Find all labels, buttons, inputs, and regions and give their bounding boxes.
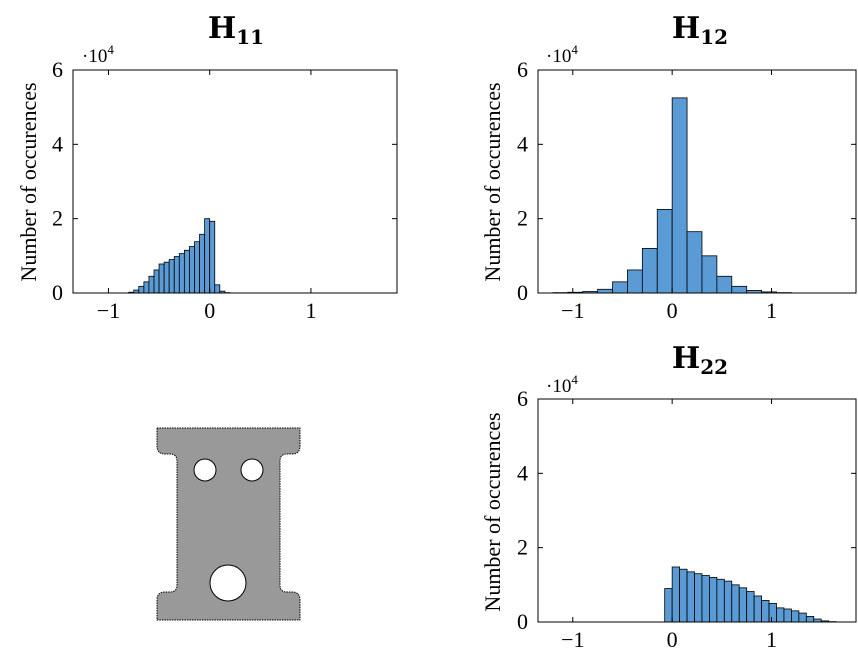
histogram-bar: [158, 263, 165, 294]
histogram-bar: [173, 256, 180, 294]
histogram-bar: [701, 255, 718, 294]
y-tick-label: 2: [517, 206, 528, 231]
histogram-h22: H22 ·104 Number of occurences −1 0 1 0 2 4 6: [480, 341, 857, 652]
x-tick-label: −1: [97, 298, 120, 323]
y-tick-label: 2: [517, 535, 528, 560]
histogram-bar: [204, 218, 211, 294]
histogram-bar: [168, 259, 175, 294]
histogram-bar: [694, 573, 703, 623]
y-tick-label: 0: [517, 609, 528, 634]
histogram-bar: [214, 284, 221, 294]
histogram-bar: [148, 275, 155, 294]
histogram-bar: [656, 208, 673, 294]
histogram-bar: [776, 607, 785, 623]
histogram-bar: [686, 571, 695, 623]
hole-top-left: [193, 458, 217, 482]
histogram-bar: [138, 285, 145, 294]
plot-frame: [72, 69, 398, 294]
histogram-h11: H11 ·104 Number of occurences −1 0 1 0 2 4 6: [16, 11, 398, 323]
histogram-bar: [183, 249, 190, 294]
y-axis-label: Number of occurences: [16, 82, 41, 281]
histogram-bar: [153, 269, 160, 294]
specimen-shape: [156, 427, 301, 621]
plot-frame: [537, 398, 857, 623]
y-tick-label: 4: [517, 460, 528, 485]
histogram-bar: [731, 285, 748, 294]
y-tick-label: 4: [517, 131, 528, 156]
chart-title: H12: [672, 11, 728, 49]
x-tick-label: 0: [667, 627, 678, 652]
histogram-bar: [753, 595, 762, 623]
histogram-bar: [701, 575, 710, 623]
histogram-h12: H12 ·104 Number of occurences −1 0 1 0 2 4 6: [480, 11, 857, 323]
histogram-bar: [143, 281, 150, 294]
histogram-bar: [731, 584, 740, 623]
y-tick-label: 4: [52, 131, 63, 156]
histogram-bar: [768, 603, 777, 623]
y-tick-label: 0: [517, 280, 528, 305]
histogram-bar: [671, 566, 681, 623]
y-tick-label: 6: [517, 386, 528, 411]
histogram-bar: [194, 241, 200, 294]
histogram-bar: [805, 616, 815, 623]
bars: [664, 566, 837, 623]
histogram-bar: [716, 275, 733, 294]
x-tick-label: 1: [766, 298, 777, 323]
histogram-bar: [791, 610, 800, 623]
bars: [128, 218, 231, 294]
histogram-bar: [746, 591, 755, 623]
histogram-bar: [716, 578, 725, 623]
histogram-bar: [163, 261, 170, 294]
chart-title: H22: [672, 341, 728, 379]
histogram-bar: [612, 281, 628, 294]
x-tick-label: 1: [305, 298, 316, 323]
histogram-bar: [686, 231, 703, 294]
histogram-bar: [761, 600, 770, 623]
histogram-bar: [597, 288, 613, 294]
axis-ticks: −1 0 1 0 2 4 6: [517, 57, 856, 323]
hole-bottom: [209, 564, 247, 602]
y-tick-label: 2: [52, 206, 63, 231]
histogram-bar: [641, 247, 658, 294]
plot-frame: [537, 69, 857, 294]
y-axis-scale: ·104: [546, 372, 578, 397]
y-tick-label: 0: [52, 280, 63, 305]
y-axis-scale: ·104: [546, 42, 578, 67]
x-tick-label: −1: [561, 627, 584, 652]
y-axis-label: Number of occurences: [480, 412, 505, 611]
axis-ticks: −1 0 1 0 2 4 6: [517, 386, 856, 652]
histogram-bar: [709, 577, 718, 623]
histogram-bar: [671, 97, 688, 294]
histogram-bar: [664, 588, 673, 623]
histogram-bar: [627, 269, 643, 294]
histogram-bar: [679, 568, 688, 623]
bars: [552, 97, 792, 294]
histogram-bar: [209, 220, 216, 294]
x-tick-label: 0: [667, 298, 678, 323]
histogram-bar: [783, 608, 792, 623]
specimen-outline: [156, 427, 301, 621]
chart-title: H11: [208, 11, 264, 49]
histogram-bar: [723, 580, 733, 623]
hole-top-right: [240, 458, 264, 482]
y-tick-label: 6: [52, 57, 63, 82]
axis-ticks: −1 0 1 0 2 4 6: [52, 57, 397, 323]
histogram-bar: [178, 253, 185, 294]
y-axis-label: Number of occurences: [480, 82, 505, 281]
x-tick-label: 0: [204, 298, 215, 323]
histogram-bar: [738, 587, 748, 623]
x-tick-label: 1: [766, 627, 777, 652]
y-axis-scale: ·104: [82, 42, 114, 67]
histogram-bar: [199, 233, 206, 294]
y-tick-label: 6: [517, 57, 528, 82]
histogram-bar: [798, 612, 807, 623]
x-tick-label: −1: [561, 298, 584, 323]
histogram-bar: [189, 246, 195, 294]
